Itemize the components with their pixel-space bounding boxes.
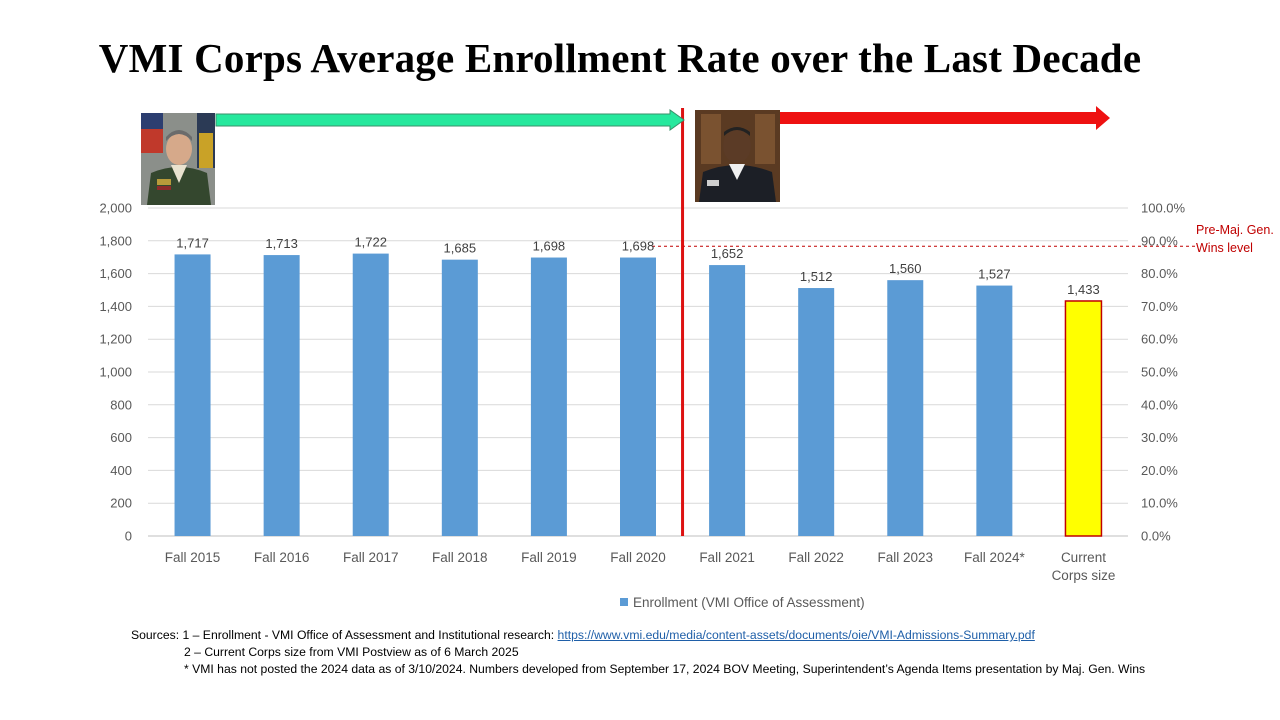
bar-6 [709,265,746,536]
bar-0 [174,254,211,537]
data-label: 1,722 [354,235,387,250]
legend-label: Enrollment (VMI Office of Assessment) [633,595,865,610]
x-tick-label: Fall 2018 [432,550,488,565]
y-tick-label: 1,800 [99,233,132,248]
data-label: 1,713 [265,236,298,251]
y-tick-label: 0 [125,529,132,544]
bar-2 [352,253,389,537]
y-tick-label: 400 [110,463,132,478]
x-tick-label: Fall 2020 [610,550,666,565]
x-tick-label: Fall 2023 [877,550,933,565]
x-tick-label: Fall 2019 [521,550,577,565]
y-tick-label: 1,000 [99,365,132,380]
data-label: 1,652 [711,246,744,261]
y2-tick-label: 0.0% [1141,529,1171,544]
bar-7 [798,288,835,536]
bar-4 [530,257,567,536]
x-tick-label: Current [1061,550,1106,565]
x-tick-label: Fall 2015 [165,550,221,565]
source-line-3: * VMI has not posted the 2024 data as of… [184,662,1146,676]
bar-8 [887,280,924,536]
y-tick-label: 1,600 [99,266,132,281]
y2-tick-label: 30.0% [1141,430,1178,445]
y-tick-label: 200 [110,496,132,511]
y2-tick-label: 80.0% [1141,266,1178,281]
y-tick-label: 2,000 [99,201,132,216]
x-tick-label: Fall 2022 [788,550,844,565]
bar-10 [1064,300,1103,537]
source-line-2: 2 – Current Corps size from VMI Postview… [184,645,519,659]
data-label: 1,685 [444,241,477,256]
reference-line-note: Pre-Maj. Gen. Wins level [1196,223,1274,255]
y2-tick-label: 40.0% [1141,397,1178,412]
red-era-arrow [780,106,1110,130]
general-portrait-left [141,113,215,205]
green-era-arrow [215,109,685,131]
y-tick-label: 800 [110,397,132,412]
enrollment-chart: 0 200 400 600 800 1,000 1,200 1,400 1,600 1,800 2,… [99,106,1195,610]
y-tick-label: 1,200 [99,332,132,347]
y2-tick-label: 50.0% [1141,365,1178,380]
sources-block: Sources: 1 – Enrollment - VMI Office of … [131,627,1145,678]
general-portrait-right [695,110,780,202]
legend-swatch [620,598,628,606]
x-tick-label: Corps size [1052,568,1116,583]
x-tick-label: Fall 2016 [254,550,310,565]
y2-tick-label: 90.0% [1141,233,1178,248]
x-tick-label: Fall 2017 [343,550,399,565]
bar-5 [620,257,656,536]
data-label: 1,512 [800,269,833,284]
bar-3 [441,259,478,536]
y2-tick-label: 20.0% [1141,463,1178,478]
bar-9 [976,285,1013,536]
data-label: 1,560 [889,261,922,276]
y2-tick-label: 10.0% [1141,496,1178,511]
y2-tick-label: 60.0% [1141,332,1178,347]
x-tick-label: Fall 2021 [699,550,755,565]
source-line-1: Sources: 1 – Enrollment - VMI Office of … [131,627,1145,644]
data-label: 1,527 [978,267,1011,282]
bar-1 [263,255,300,536]
data-label: 1,698 [622,239,655,254]
source-1-text: Sources: 1 – Enrollment - VMI Office of … [131,628,558,642]
data-label: 1,698 [533,239,566,254]
y-tick-label: 600 [110,430,132,445]
y-tick-label: 1,400 [99,299,132,314]
chart-title: VMI Corps Average Enrollment Rate over t… [98,35,1142,81]
y2-tick-label: 70.0% [1141,299,1178,314]
x-tick-label: Fall 2024* [964,550,1026,565]
y2-tick-label: 100.0% [1141,201,1186,216]
data-label: 1,717 [176,235,209,250]
source-1-link[interactable]: https://www.vmi.edu/media/content-assets… [557,628,1035,642]
data-label: 1,433 [1067,282,1100,297]
